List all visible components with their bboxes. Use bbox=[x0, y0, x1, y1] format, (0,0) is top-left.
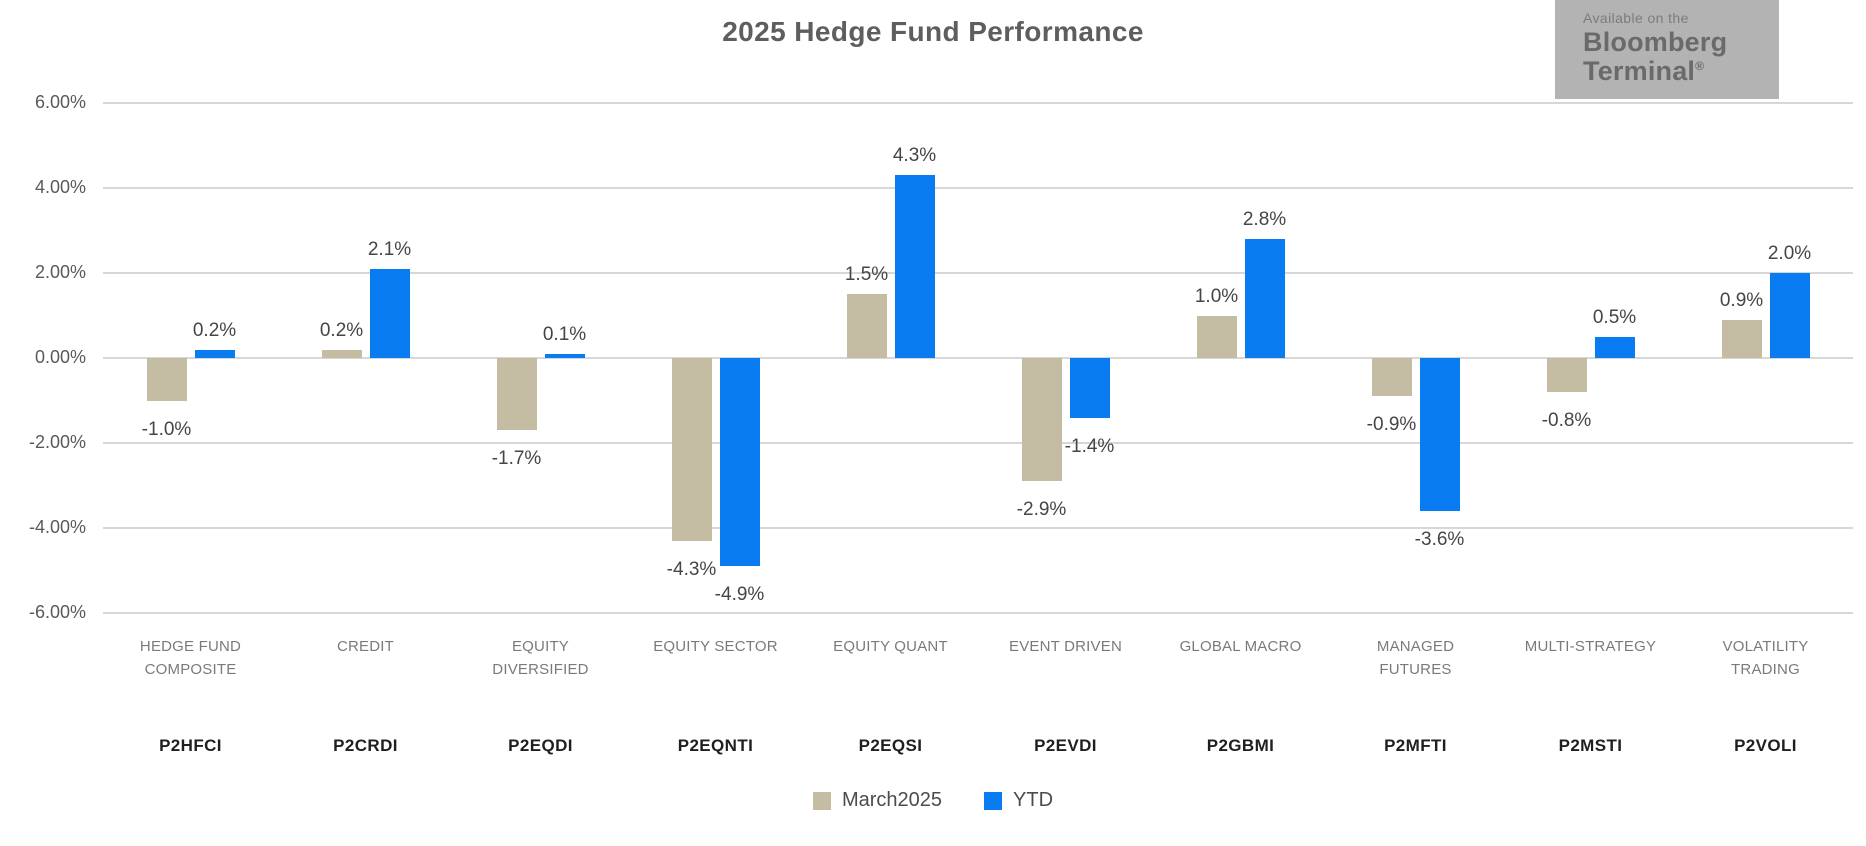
data-label-march2025-p2gbmi: 1.0% bbox=[1194, 285, 1239, 307]
data-label-march2025-p2eqsi: 1.5% bbox=[844, 264, 889, 286]
category-label-p2eqdi: EQUITY DIVERSIFIED bbox=[492, 638, 589, 679]
legend-swatch-ytd bbox=[984, 791, 1003, 810]
data-label-ytd-p2evdi: -1.4% bbox=[1064, 435, 1115, 457]
gridline bbox=[103, 187, 1853, 189]
category-label-p2gbmi: GLOBAL MACRO bbox=[1179, 638, 1302, 655]
ticker-label-p2msti: P2MSTI bbox=[1558, 736, 1623, 755]
legend: March2025 YTD bbox=[0, 789, 1866, 812]
bar-ytd-p2voli bbox=[1769, 273, 1810, 358]
badge-tagline: Available on the bbox=[1583, 10, 1689, 26]
category-label-p2voli: VOLATILITY TRADING bbox=[1722, 638, 1809, 679]
data-label-ytd-p2crdi: 2.1% bbox=[367, 238, 412, 260]
bar-ytd-p2hfci bbox=[194, 349, 235, 358]
legend-item-ytd: YTD bbox=[984, 789, 1053, 812]
category-label-p2msti: MULTI-STRATEGY bbox=[1524, 638, 1657, 655]
y-axis-tick-label: 0.00% bbox=[34, 347, 86, 367]
data-label-march2025-p2eqnti: -4.3% bbox=[666, 558, 717, 580]
gridline bbox=[103, 272, 1853, 274]
data-label-march2025-p2evdi: -2.9% bbox=[1016, 499, 1067, 521]
bar-march2025-p2msti bbox=[1546, 358, 1587, 392]
legend-swatch-march2025 bbox=[812, 791, 831, 810]
y-axis-tick-label: -4.00% bbox=[28, 517, 86, 537]
category-label-p2eqsi: EQUITY QUANT bbox=[833, 638, 948, 655]
data-label-march2025-p2mfti: -0.9% bbox=[1366, 414, 1417, 436]
bar-ytd-p2msti bbox=[1594, 336, 1635, 358]
bar-ytd-p2eqsi bbox=[894, 175, 935, 358]
bar-march2025-p2hfci bbox=[146, 358, 187, 401]
bar-march2025-p2crdi bbox=[321, 349, 362, 358]
bloomberg-terminal-badge[interactable]: Available on the Bloomberg Terminal® bbox=[1555, 0, 1779, 99]
data-label-ytd-p2voli: 2.0% bbox=[1767, 243, 1812, 264]
gridline bbox=[103, 102, 1853, 104]
y-axis-tick-label: -2.00% bbox=[28, 432, 86, 452]
y-axis-tick-label: 2.00% bbox=[34, 262, 86, 282]
data-label-ytd-p2eqnti: -4.9% bbox=[714, 584, 765, 606]
y-axis-tick-label: 4.00% bbox=[34, 177, 86, 197]
data-label-ytd-p2gbmi: 2.8% bbox=[1242, 209, 1287, 230]
gridline bbox=[103, 527, 1853, 529]
ticker-label-p2hfci: P2HFCI bbox=[159, 736, 222, 755]
data-label-march2025-p2msti: -0.8% bbox=[1541, 410, 1592, 431]
badge-brand-line1: Bloomberg bbox=[1583, 27, 1728, 57]
ticker-label-p2eqsi: P2EQSI bbox=[858, 736, 923, 755]
bar-ytd-p2mfti bbox=[1419, 358, 1460, 511]
gridline-zero bbox=[103, 357, 1853, 359]
bar-ytd-p2evdi bbox=[1069, 358, 1110, 418]
ticker-label-p2mfti: P2MFTI bbox=[1384, 736, 1447, 755]
ticker-label-p2gbmi: P2GBMI bbox=[1206, 736, 1275, 755]
data-label-ytd-p2hfci: 0.2% bbox=[192, 319, 237, 341]
legend-item-march2025: March2025 bbox=[812, 789, 943, 812]
ticker-label-p2evdi: P2EVDI bbox=[1034, 736, 1097, 755]
category-label-p2evdi: EVENT DRIVEN bbox=[1009, 638, 1122, 655]
badge-brand-line2: Terminal® bbox=[1583, 55, 1779, 86]
gridline bbox=[103, 442, 1853, 444]
legend-label-march2025: March2025 bbox=[841, 789, 943, 811]
ticker-label-p2crdi: P2CRDI bbox=[333, 736, 398, 755]
bar-ytd-p2crdi bbox=[369, 268, 410, 358]
bar-march2025-p2voli bbox=[1721, 319, 1762, 358]
bar-ytd-p2eqnti bbox=[719, 358, 760, 567]
y-axis-tick-label: -6.00% bbox=[28, 602, 86, 622]
category-label-p2crdi: CREDIT bbox=[336, 638, 395, 655]
category-label-p2hfci: HEDGE FUND COMPOSITE bbox=[139, 638, 242, 679]
bar-march2025-p2mfti bbox=[1371, 358, 1412, 397]
badge-brand-terminal: Terminal bbox=[1583, 55, 1696, 86]
category-label-p2eqnti: EQUITY SECTOR bbox=[653, 638, 778, 655]
bar-march2025-p2evdi bbox=[1021, 358, 1062, 482]
bar-march2025-p2eqnti bbox=[671, 358, 712, 541]
ticker-label-p2eqnti: P2EQNTI bbox=[677, 736, 754, 755]
bar-march2025-p2gbmi bbox=[1196, 315, 1237, 358]
ticker-label-p2voli: P2VOLI bbox=[1734, 736, 1797, 755]
category-label-p2mfti: MANAGED FUTURES bbox=[1376, 638, 1455, 679]
data-label-ytd-p2eqsi: 4.3% bbox=[892, 145, 937, 167]
data-label-ytd-p2mfti: -3.6% bbox=[1414, 529, 1465, 550]
chart-title: 2025 Hedge Fund Performance bbox=[722, 16, 1144, 47]
data-label-ytd-p2eqdi: 0.1% bbox=[542, 323, 587, 345]
data-label-march2025-p2hfci: -1.0% bbox=[141, 418, 192, 440]
registered-trademark-symbol: ® bbox=[1695, 58, 1704, 73]
data-label-march2025-p2voli: 0.9% bbox=[1719, 289, 1764, 311]
data-label-march2025-p2crdi: 0.2% bbox=[319, 319, 364, 341]
bar-march2025-p2eqsi bbox=[846, 294, 887, 358]
data-label-march2025-p2eqdi: -1.7% bbox=[491, 448, 542, 470]
data-label-ytd-p2msti: 0.5% bbox=[1592, 306, 1637, 328]
ticker-label-p2eqdi: P2EQDI bbox=[508, 736, 573, 755]
legend-label-ytd: YTD bbox=[1013, 789, 1054, 811]
y-axis-tick-label: 6.00% bbox=[34, 92, 86, 112]
bar-ytd-p2gbmi bbox=[1244, 239, 1285, 358]
bar-march2025-p2eqdi bbox=[496, 358, 537, 431]
bar-ytd-p2eqdi bbox=[544, 353, 585, 358]
gridline bbox=[103, 612, 1853, 614]
